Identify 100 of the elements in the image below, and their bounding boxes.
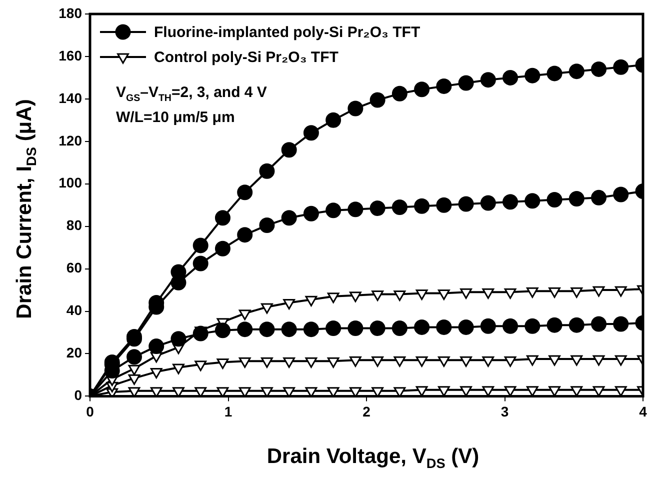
point <box>570 355 583 366</box>
point <box>349 356 362 367</box>
point <box>150 368 162 379</box>
point <box>261 357 273 368</box>
point <box>460 356 472 367</box>
point <box>460 288 472 299</box>
point <box>259 218 275 234</box>
point <box>546 192 562 208</box>
point <box>613 59 629 75</box>
point <box>237 322 253 338</box>
annotation: W/L=10 μm/5 μm <box>116 109 235 126</box>
point <box>524 68 540 84</box>
point <box>458 319 474 335</box>
y-tick-label: 120 <box>58 132 82 148</box>
point <box>128 374 140 385</box>
legend-label: Control poly-Si Pr₂O₃ TFT <box>154 49 338 66</box>
point <box>592 286 605 297</box>
point <box>327 387 340 396</box>
x-tick-label: 4 <box>639 403 648 420</box>
point <box>305 357 318 368</box>
point <box>548 386 560 396</box>
point <box>570 386 583 396</box>
y-tick-label: 80 <box>66 217 82 234</box>
point <box>148 338 164 354</box>
point <box>150 387 162 396</box>
point <box>438 289 450 300</box>
point <box>460 386 472 396</box>
point <box>194 360 207 372</box>
point <box>216 358 229 369</box>
point <box>283 299 296 310</box>
point <box>524 193 540 209</box>
point <box>303 206 319 222</box>
point <box>126 349 142 365</box>
point <box>436 197 452 213</box>
point <box>613 186 629 202</box>
point <box>504 288 516 299</box>
point <box>480 195 496 211</box>
x-tick-label: 2 <box>362 403 371 420</box>
point <box>348 100 364 116</box>
point <box>305 387 318 396</box>
point <box>568 64 584 80</box>
point <box>548 355 560 366</box>
point <box>370 92 386 108</box>
point <box>305 296 318 306</box>
point <box>414 319 430 335</box>
point <box>394 387 406 396</box>
point <box>372 387 384 396</box>
point <box>548 287 560 298</box>
point <box>504 356 516 367</box>
point <box>327 292 340 304</box>
point <box>370 200 386 216</box>
y-tick-label: 20 <box>66 344 82 361</box>
y-tick-label: 40 <box>66 302 82 318</box>
point <box>568 190 584 206</box>
y-tick-label: 160 <box>58 47 82 64</box>
y-tick-label: 140 <box>58 90 82 106</box>
point <box>526 386 538 396</box>
point <box>502 318 518 334</box>
point <box>281 142 297 158</box>
point <box>349 292 362 302</box>
point <box>238 357 251 368</box>
point <box>261 387 273 396</box>
point <box>458 196 474 212</box>
point <box>192 238 208 254</box>
point <box>372 290 384 302</box>
point <box>416 356 428 367</box>
point <box>438 386 450 396</box>
point <box>237 184 253 200</box>
point <box>259 163 275 179</box>
point <box>526 355 538 366</box>
point <box>414 198 430 214</box>
point <box>414 82 430 98</box>
point <box>214 322 230 338</box>
point <box>172 387 184 396</box>
point <box>237 227 253 243</box>
point <box>370 320 386 336</box>
point <box>568 317 584 333</box>
point <box>372 356 384 367</box>
point <box>591 316 607 332</box>
point <box>192 326 208 342</box>
point <box>502 194 518 210</box>
point <box>592 386 605 396</box>
point <box>327 357 340 368</box>
point <box>482 356 494 367</box>
point <box>591 190 607 206</box>
point <box>394 290 406 302</box>
point <box>546 317 562 333</box>
point <box>348 320 364 336</box>
point <box>592 355 605 366</box>
point <box>326 202 342 218</box>
point <box>238 387 251 396</box>
point <box>504 386 516 396</box>
point <box>438 356 450 367</box>
point <box>303 125 319 141</box>
point <box>214 240 230 256</box>
point <box>416 386 428 396</box>
point <box>392 199 408 215</box>
point <box>128 387 140 396</box>
y-tick-label: 60 <box>66 260 82 276</box>
point <box>172 364 184 374</box>
